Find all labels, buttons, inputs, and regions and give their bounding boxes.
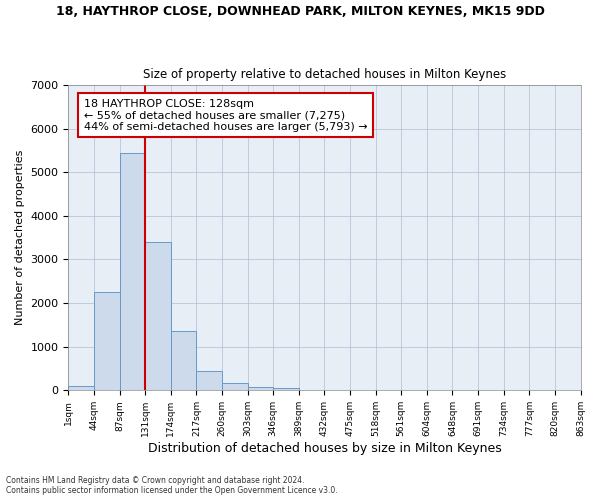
Bar [145,242,171,390]
Bar [248,387,273,390]
Bar [119,152,145,390]
Bar [273,388,299,390]
Text: 18 HAYTHROP CLOSE: 128sqm
← 55% of detached houses are smaller (7,275)
44% of se: 18 HAYTHROP CLOSE: 128sqm ← 55% of detac… [84,98,367,132]
Bar [196,370,222,390]
X-axis label: Distribution of detached houses by size in Milton Keynes: Distribution of detached houses by size … [148,442,502,455]
Y-axis label: Number of detached properties: Number of detached properties [15,150,25,326]
Bar [171,332,196,390]
Bar [94,292,119,390]
Text: 18, HAYTHROP CLOSE, DOWNHEAD PARK, MILTON KEYNES, MK15 9DD: 18, HAYTHROP CLOSE, DOWNHEAD PARK, MILTO… [56,5,544,18]
Text: Contains HM Land Registry data © Crown copyright and database right 2024.
Contai: Contains HM Land Registry data © Crown c… [6,476,338,495]
Title: Size of property relative to detached houses in Milton Keynes: Size of property relative to detached ho… [143,68,506,81]
Bar [68,386,94,390]
Bar [222,382,248,390]
